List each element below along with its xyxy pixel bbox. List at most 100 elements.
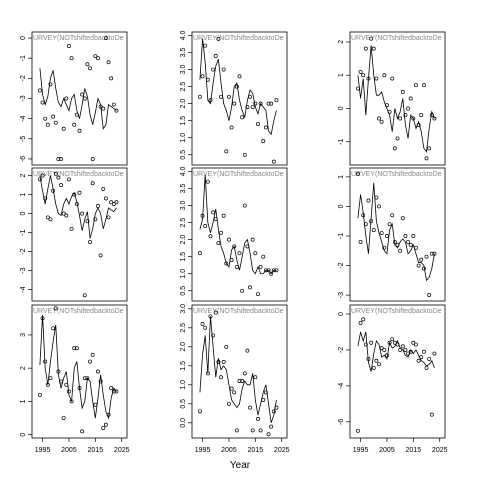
data-point: [74, 346, 79, 351]
data-point: [221, 67, 226, 72]
data-point: [403, 234, 408, 238]
data-point: [240, 288, 245, 293]
panel-frame: [349, 167, 446, 302]
data-point: [419, 113, 424, 118]
x-tick-label: 2015: [248, 447, 264, 454]
data-point: [45, 122, 50, 127]
y-tick-label: 3.0: [180, 65, 187, 75]
data-point: [80, 429, 85, 434]
data-point: [245, 348, 250, 353]
data-point: [88, 240, 93, 245]
fit-line: [39, 68, 117, 130]
data-point: [387, 222, 392, 227]
panel-frame: [349, 31, 446, 166]
y-tick-label: 3.0: [180, 304, 187, 314]
data-point: [361, 73, 366, 78]
data-point: [98, 253, 103, 258]
data-point: [56, 157, 61, 161]
data-point: [377, 116, 381, 121]
x-tick-label: 2025: [274, 447, 290, 454]
data-point: [398, 248, 403, 253]
panel: URVEY(NOTshiftedbacktoDe: [33, 306, 124, 434]
y-tick-label: 1: [338, 175, 345, 179]
y-tick-label: 2: [20, 174, 27, 178]
panel-frame: [191, 31, 288, 166]
y-tick-label: 1.0: [180, 133, 187, 143]
data-point: [106, 60, 111, 65]
data-point: [274, 98, 279, 103]
data-point: [377, 204, 381, 209]
data-point: [253, 375, 258, 380]
data-point: [258, 428, 263, 433]
y-tick-label: 0.0: [180, 418, 187, 428]
data-point: [90, 157, 95, 161]
panel-annotation: URVEY(NOTshiftedbacktoDe: [351, 171, 442, 178]
data-point: [240, 379, 245, 383]
data-point: [66, 44, 71, 49]
data-point: [114, 389, 119, 394]
data-point: [226, 94, 231, 99]
data-point: [200, 322, 205, 326]
data-point: [72, 122, 77, 127]
data-point: [111, 202, 116, 207]
data-point: [219, 230, 223, 235]
x-tick-label: 1995: [353, 447, 369, 454]
fit-line: [357, 182, 435, 282]
data-point: [103, 422, 108, 427]
data-point: [390, 213, 395, 218]
data-point: [237, 251, 242, 256]
data-point: [240, 115, 245, 120]
y-tick-label: 2.5: [180, 82, 187, 92]
data-point: [408, 96, 413, 101]
data-point: [256, 292, 260, 297]
data-point: [242, 152, 247, 157]
fit-line: [199, 316, 277, 423]
data-point: [414, 83, 418, 88]
data-point: [361, 317, 366, 322]
data-point: [53, 171, 58, 176]
y-tick-label: -2: [20, 75, 27, 81]
data-point: [43, 116, 48, 121]
data-point: [224, 344, 229, 349]
panel-annotation: URVEY(NOTshiftedbacktoDe: [33, 171, 124, 178]
data-point: [256, 122, 260, 127]
x-tick-label: 1995: [35, 447, 51, 454]
data-point: [271, 159, 276, 164]
data-point: [395, 136, 400, 141]
y-tick-label: 3.5: [180, 183, 187, 193]
data-point: [424, 156, 429, 161]
data-point: [103, 196, 108, 201]
panel: URVEY(NOTshiftedbacktoDe: [351, 308, 442, 433]
data-point: [59, 183, 63, 188]
data-point: [261, 254, 266, 259]
panel-annotation: URVEY(NOTshiftedbacktoDe: [33, 308, 124, 315]
data-point: [358, 69, 363, 74]
data-point: [80, 211, 85, 216]
data-point: [205, 179, 210, 184]
data-point: [37, 88, 42, 93]
data-point: [416, 263, 421, 268]
y-tick-label: 3.5: [180, 47, 187, 57]
x-tick-label: 2025: [114, 447, 130, 454]
data-point: [406, 239, 411, 244]
y-tick-label: -3: [338, 292, 345, 298]
data-point: [379, 231, 384, 235]
fit-line: [199, 174, 277, 275]
y-tick-label: 3: [20, 333, 27, 337]
data-point: [358, 321, 363, 325]
data-point: [250, 105, 255, 109]
data-point: [72, 346, 77, 351]
data-point: [358, 239, 363, 244]
data-point: [392, 146, 397, 151]
y-tick-label: -1: [20, 229, 27, 235]
data-point: [411, 234, 416, 238]
y-tick-label: 1.5: [180, 116, 187, 126]
data-point: [56, 175, 61, 180]
data-point: [221, 360, 226, 364]
panel-annotation: URVEY(NOTshiftedbacktoDe: [351, 308, 442, 315]
y-tick-label: -2: [338, 347, 345, 353]
x-tick-label: 1995: [195, 447, 211, 454]
data-point: [248, 285, 253, 290]
data-point: [77, 190, 82, 195]
